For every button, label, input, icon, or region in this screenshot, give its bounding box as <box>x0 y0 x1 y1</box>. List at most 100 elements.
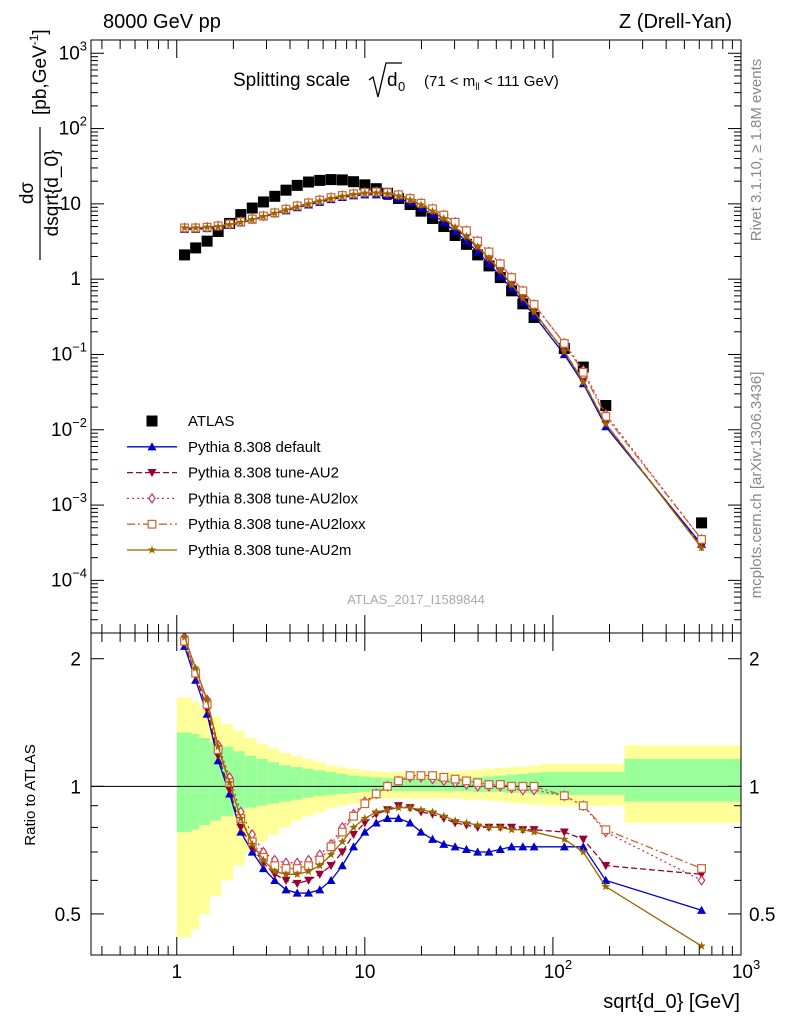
ratio-4-point <box>484 822 494 832</box>
series-0-point <box>348 176 360 188</box>
ratio-3-point <box>697 864 706 873</box>
series-5-point <box>462 231 471 241</box>
chart-title: Splitting scale <box>233 70 350 91</box>
uncertainty-band-inner <box>267 762 280 804</box>
ratio-0-point <box>461 844 471 853</box>
ratio-ticks: 2 2 1 1 0.5 0.5 1 10 102 103 <box>55 633 775 983</box>
ratio-1-point <box>578 835 588 844</box>
ratio-0-point <box>349 842 359 851</box>
ratio-3-point <box>450 774 460 784</box>
series-5-point <box>383 189 392 198</box>
legend-marker <box>147 519 157 529</box>
series-5-point <box>292 202 302 211</box>
series-line-3 <box>184 191 703 540</box>
series-0-point <box>190 242 202 254</box>
ratio-0-point <box>529 842 539 851</box>
ratio-4-point <box>349 822 358 832</box>
ratio-0-point <box>484 847 494 856</box>
legend-marker <box>148 492 156 504</box>
ratio-4-point <box>383 805 392 814</box>
legend-label: Pythia 8.308 tune-AU2 <box>188 465 339 482</box>
ratio-2-point <box>697 874 706 886</box>
title-range-pre: (71 < m <box>424 73 475 90</box>
ratio-4-point <box>360 813 370 823</box>
ratio-3-point <box>383 781 392 791</box>
series-5-point <box>236 217 246 226</box>
ratio-3-point <box>405 771 415 781</box>
uncertainty-band-inner <box>426 778 439 791</box>
ratio-3-point <box>578 801 588 811</box>
ratio-0-point <box>247 847 257 856</box>
ratio-0-point <box>559 842 569 851</box>
series-5-point <box>326 193 336 203</box>
ratio-3-point <box>439 772 449 782</box>
uncertainty-band-inner <box>199 738 210 826</box>
ratio-3-point <box>484 780 494 789</box>
ratio-4-point <box>259 855 268 864</box>
ratio-3-point <box>326 842 336 852</box>
ratio-4-point <box>394 803 403 812</box>
ratio-4-point <box>416 805 426 814</box>
ratio-tick-label-right: 0.5 <box>749 905 775 926</box>
ratio-0-point <box>450 842 460 851</box>
series-0-point <box>325 174 337 186</box>
ratio-3-point <box>518 781 528 791</box>
ratio-4-point <box>428 807 437 816</box>
series-0-point <box>235 209 247 221</box>
series-5-point <box>428 206 437 215</box>
legend-item: Pythia 8.308 tune-AU2lox <box>127 490 359 507</box>
title-range-sub: ll <box>475 82 479 93</box>
series-5-point <box>281 205 291 214</box>
series-4-point <box>518 286 528 296</box>
legend-label: Pythia 8.308 tune-AU2lox <box>188 490 359 507</box>
ratio-4-point <box>202 695 212 704</box>
y-tick-label: 10−1 <box>51 339 87 365</box>
ratio-4-point <box>225 778 234 787</box>
ratio-3-point <box>416 771 426 781</box>
series-0-point <box>696 517 708 529</box>
series-5-point <box>225 220 234 229</box>
series-0-point <box>280 184 292 196</box>
ratio-3-point <box>529 781 539 791</box>
series-5-point <box>484 253 494 262</box>
uncertainty-band-inner <box>624 759 741 802</box>
ylabel-unit-sup: -1 <box>27 34 41 45</box>
mcplots-label: mcplots.cern.ch [arXiv:1306.3436] <box>748 372 765 599</box>
series-0-point <box>359 179 371 191</box>
x-tick-label: 103 <box>732 957 760 983</box>
legend-label: Pythia 8.308 default <box>188 439 321 456</box>
title-range-post: < 111 GeV) <box>480 73 559 90</box>
x-tick-label: 10 <box>354 962 375 983</box>
series-5-point <box>473 242 482 251</box>
series-0-point <box>257 196 269 208</box>
ratio-4-point <box>270 866 280 876</box>
uncertainty-band-inner <box>209 742 222 821</box>
ratio-y-label: Ratio to ATLAS <box>22 744 39 845</box>
legend-label: ATLAS <box>188 413 234 430</box>
ratio-0-point <box>518 842 528 851</box>
legend-item: Pythia 8.308 tune-AU2 <box>127 465 339 482</box>
ylabel-unit-close: ] <box>30 29 51 34</box>
ratio-4-point <box>601 882 611 891</box>
uncertainty-band-inner <box>233 751 245 812</box>
ratio-series-4 <box>180 633 706 950</box>
series-5-point <box>315 196 325 205</box>
series-5-point <box>371 188 381 197</box>
ratio-tick-label-left: 1 <box>70 777 81 798</box>
ratio-0-point <box>697 905 707 914</box>
uncertainty-band-inner <box>336 773 349 794</box>
ratio-3-point <box>495 780 505 789</box>
series-5-point <box>601 419 611 428</box>
series-4-point <box>578 367 588 377</box>
series-0-point <box>336 174 348 186</box>
series-5-point <box>259 211 268 221</box>
ratio-tick-label-right: 1 <box>749 777 760 798</box>
uncertainty-band-inner <box>325 772 337 795</box>
ratio-4-point <box>507 825 516 834</box>
ratio-4-point <box>338 837 347 846</box>
legend-item: ATLAS <box>146 413 234 430</box>
legend-item: Pythia 8.308 default <box>127 439 321 456</box>
series-0-point <box>246 202 258 214</box>
